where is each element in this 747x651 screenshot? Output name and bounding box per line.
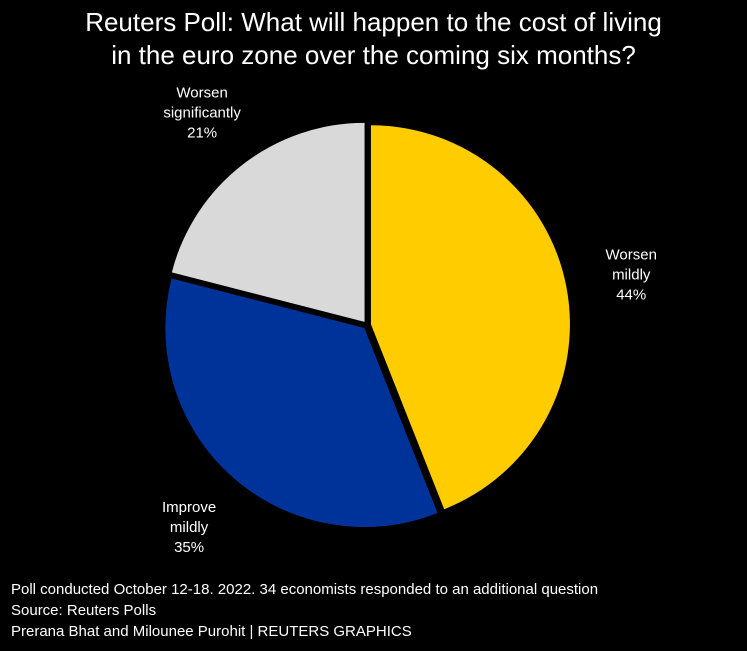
slice-label-1: Improve mildly 35% bbox=[162, 499, 216, 556]
slice-value-label: 44% bbox=[616, 287, 646, 304]
chart-footer: Poll conducted October 12-18. 2022. 34 e… bbox=[11, 579, 598, 642]
chart-title: Reuters Poll: What will happen to the co… bbox=[0, 6, 747, 72]
slice-category-label: mildly bbox=[612, 267, 651, 284]
slice-category-label: Worsen bbox=[606, 247, 657, 264]
slice-value-label: 21% bbox=[187, 124, 217, 141]
poll-note: Poll conducted October 12-18. 2022. 34 e… bbox=[11, 581, 599, 598]
pie-slice-2 bbox=[171, 122, 365, 322]
slice-value-label: 35% bbox=[174, 539, 204, 556]
title-line-2: in the euro zone over the coming six mon… bbox=[111, 40, 636, 70]
slice-category-label: mildly bbox=[170, 519, 209, 536]
slice-category-label: Worsen bbox=[176, 84, 227, 101]
title-line-1: Reuters Poll: What will happen to the co… bbox=[85, 7, 662, 37]
credit-note: Prerana Bhat and Milounee Purohit | REUT… bbox=[11, 623, 412, 640]
pie-slice-1 bbox=[165, 278, 438, 528]
pie-slice-0 bbox=[370, 125, 570, 510]
slice-category-label: Improve bbox=[162, 499, 216, 516]
slice-label-2: Worsen significantly 21% bbox=[163, 84, 241, 141]
source-note: Source: Reuters Polls bbox=[11, 602, 157, 619]
slice-label-0: Worsen mildly 44% bbox=[606, 247, 657, 304]
slice-category-label: significantly bbox=[163, 104, 241, 121]
